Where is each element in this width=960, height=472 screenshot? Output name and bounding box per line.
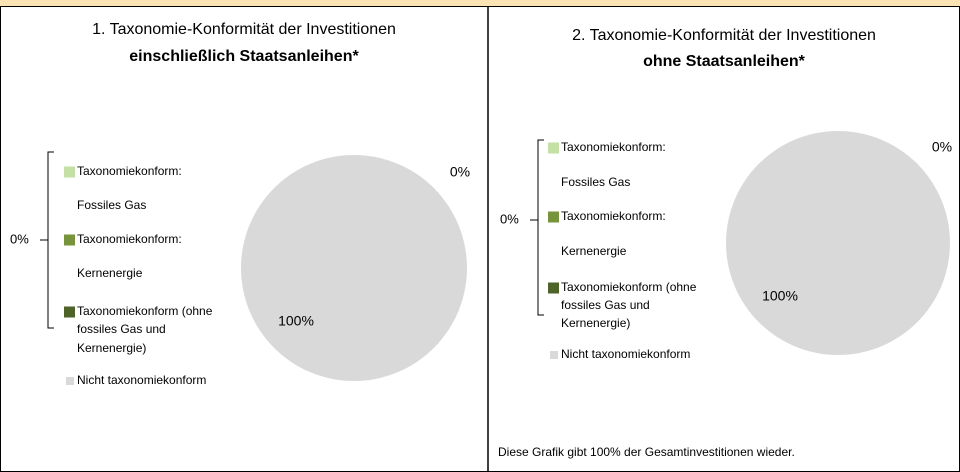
slice-label: 0%: [450, 164, 470, 180]
legend-label: fossiles Gas und: [561, 298, 650, 312]
legend-label: Kernenergie: [561, 244, 627, 258]
slice-label: 100%: [278, 313, 314, 329]
legend-swatch: [64, 306, 75, 318]
legend-bracket: [40, 151, 54, 329]
legend-swatch: [548, 211, 559, 223]
panel-title: 1. Taxonomie-Konformität der Investition…: [92, 21, 396, 38]
legend-label: Kernenergie: [77, 266, 143, 280]
legend-swatch: [66, 377, 74, 385]
legend-bracket: [530, 139, 544, 316]
legend-label: Fossiles Gas: [77, 198, 146, 212]
panel-title-bold: ohne Staatsanleihen*: [643, 53, 806, 70]
legend-label: Fossiles Gas: [561, 175, 630, 189]
legend-label: Nicht taxonomiekonform: [77, 373, 206, 387]
footnote: Diese Grafik gibt 100% der Gesamtinvesti…: [498, 445, 795, 459]
legend-label: fossiles Gas und: [77, 322, 166, 336]
legend-swatch: [548, 282, 559, 294]
slice-label: 0%: [932, 139, 952, 155]
legend-swatch: [64, 234, 75, 246]
legend-swatch: [550, 351, 558, 359]
legend-label: Kernenergie): [561, 316, 630, 330]
legend-label: Taxonomiekonform:: [561, 209, 666, 223]
pie-slice: [241, 155, 467, 381]
header-band: [0, 0, 960, 6]
group-label: 0%: [10, 231, 29, 246]
pie-slice: [726, 131, 950, 355]
legend-label: Taxonomiekonform:: [77, 232, 182, 246]
panel-title: 2. Taxonomie-Konformität der Investition…: [572, 27, 876, 44]
panel-title-bold: einschließlich Staatsanleihen*: [129, 48, 359, 65]
legend-label: Taxonomiekonform (ohne: [77, 304, 213, 318]
legend-label: Taxonomiekonform:: [561, 140, 666, 154]
group-label: 0%: [500, 211, 519, 226]
legend-label: Taxonomiekonform:: [77, 164, 182, 178]
legend-swatch: [64, 166, 75, 178]
legend-label: Kernenergie): [77, 341, 146, 355]
legend-swatch: [548, 142, 559, 154]
legend-label: Taxonomiekonform (ohne: [561, 280, 697, 294]
slice-label: 100%: [762, 288, 798, 304]
legend-label: Nicht taxonomiekonform: [561, 347, 690, 361]
